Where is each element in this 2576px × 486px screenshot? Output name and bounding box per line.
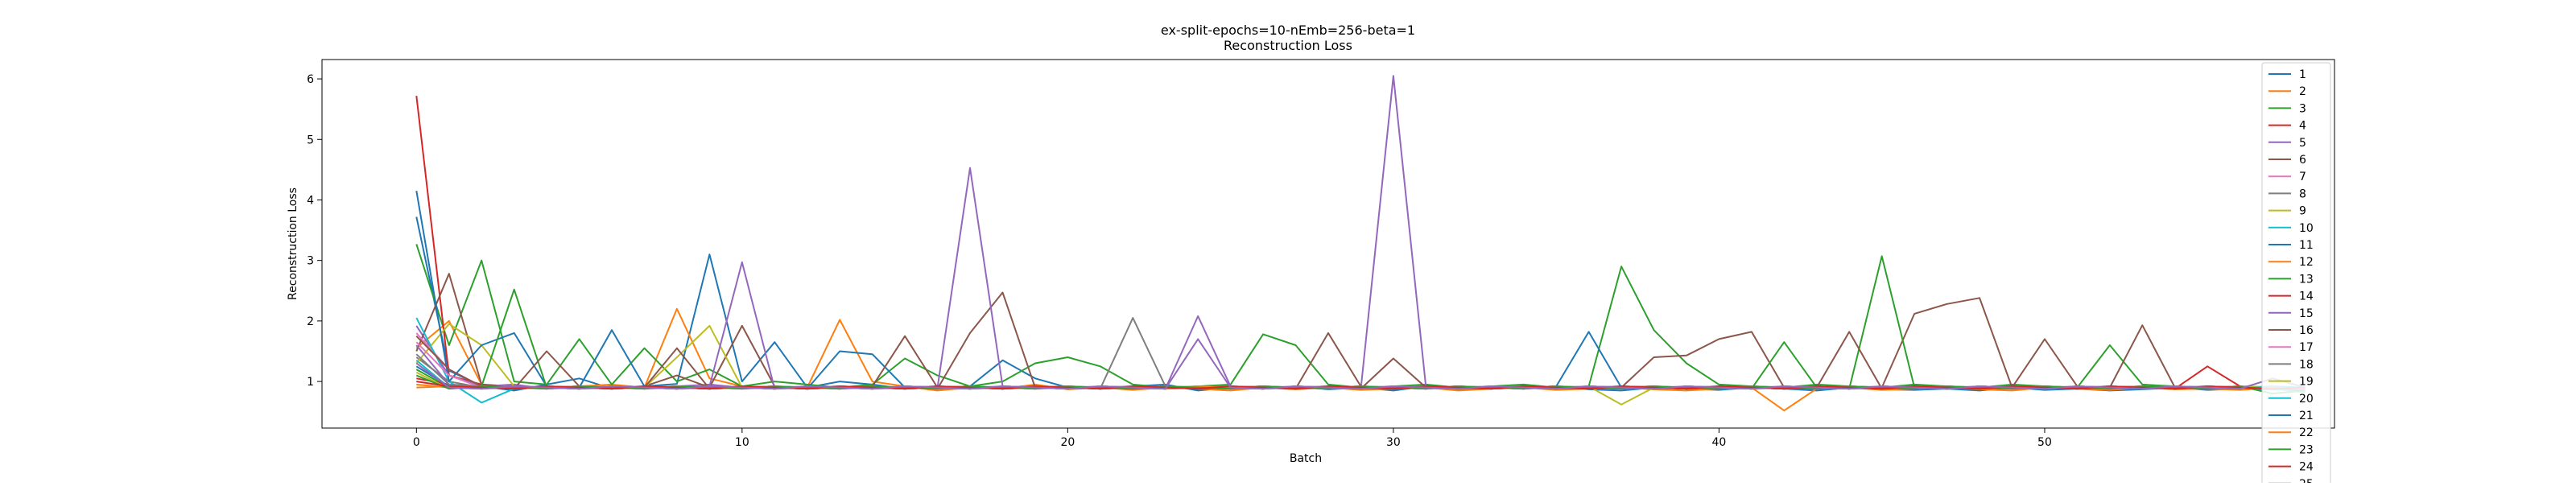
axis-ticks: 0 10 20 30 40 50 1 2 3 4 5 6 [307, 73, 2052, 449]
legend-label: 20 [2299, 393, 2314, 406]
legend-label: 13 [2299, 273, 2314, 286]
y-tick-label: 4 [307, 194, 314, 207]
plot-area-frame [321, 59, 2335, 429]
series-line-15 [415, 167, 2306, 390]
series-line-7 [415, 332, 2306, 390]
chart-subtitle: Reconstruction Loss [1224, 38, 1352, 53]
y-tick-label: 6 [307, 73, 314, 86]
legend-label: 3 [2299, 102, 2306, 115]
legend-label: 16 [2299, 324, 2314, 337]
x-tick-label: 10 [735, 436, 749, 449]
legend-label: 6 [2299, 154, 2306, 167]
legend-label: 12 [2299, 256, 2314, 269]
y-tick-label: 1 [307, 376, 314, 389]
y-tick-label: 5 [307, 134, 314, 146]
series-line-25 [415, 338, 2306, 390]
series-line-3 [415, 244, 2306, 390]
chart-title: ex-split-epochs=10-nEmb=256-beta=1 [1161, 23, 1415, 38]
x-tick-label: 50 [2037, 436, 2052, 449]
x-tick-label: 40 [1712, 436, 1727, 449]
legend-label: 25 [2299, 478, 2314, 483]
series-line-13 [415, 255, 2306, 390]
y-axis-label: Reconstruction Loss [287, 187, 299, 300]
legend-label: 21 [2299, 410, 2314, 422]
series-line-2 [415, 307, 2306, 412]
legend-label: 14 [2299, 290, 2314, 303]
legend-label: 18 [2299, 358, 2314, 371]
y-tick-label: 2 [307, 315, 314, 328]
legend-label: 22 [2299, 426, 2314, 439]
x-tick-label: 30 [1386, 436, 1401, 449]
legend-label: 23 [2299, 443, 2314, 456]
legend-label: 7 [2299, 171, 2306, 183]
x-tick-label: 0 [413, 436, 420, 449]
legend-label: 5 [2299, 137, 2306, 150]
legend-label: 8 [2299, 187, 2306, 200]
legend-label: 4 [2299, 120, 2306, 133]
series-line-5 [415, 75, 2306, 390]
series-line-1 [415, 216, 2306, 392]
x-tick-label: 20 [1060, 436, 1075, 449]
legend: 1234567891011121314151617181920212223242… [2261, 62, 2331, 486]
series-line-16 [415, 331, 2306, 390]
series-line-9 [415, 323, 2306, 406]
x-axis-label: Batch [1290, 452, 1322, 465]
legend-label: 1 [2299, 68, 2306, 81]
legend-label: 11 [2299, 239, 2314, 252]
legend-label: 19 [2299, 376, 2314, 389]
legend-label: 15 [2299, 307, 2314, 320]
legend-label: 10 [2299, 222, 2314, 235]
y-tick-label: 3 [307, 255, 314, 268]
legend-label: 24 [2299, 461, 2314, 474]
series-lines [415, 75, 2306, 412]
legend-label: 17 [2299, 341, 2314, 354]
legend-box [2261, 62, 2331, 486]
series-line-8 [415, 317, 2306, 390]
legend-label: 9 [2299, 205, 2306, 218]
series-line-4 [415, 95, 2306, 390]
legend-label: 2 [2299, 85, 2306, 98]
